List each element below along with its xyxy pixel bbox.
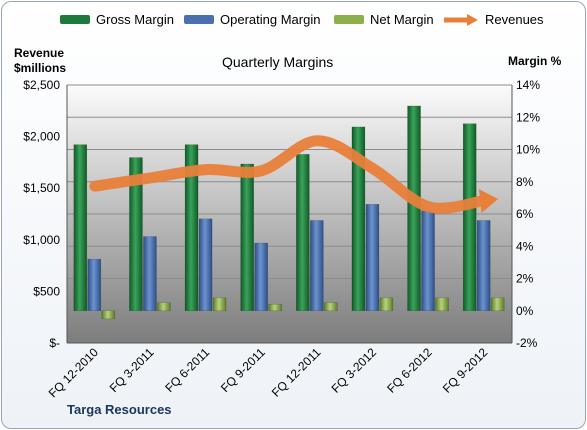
bar-operating-margin [365,204,380,311]
bar-gross-margin [73,144,88,311]
right-tick-label: 6% [516,207,534,221]
bar-net-margin [212,297,227,312]
revenue-line [89,135,490,214]
company-name: Targa Resources [67,402,172,417]
legend-label-revenues: Revenues [485,12,544,27]
category-tick-label: FQ 12-2011 [269,345,324,400]
bar-operating-margin [254,242,268,311]
bar-operating-margin [310,220,324,311]
legend-gross-margin: Gross Margin [60,12,174,27]
right-tick-label: 12% [516,110,540,124]
right-tick-label: 2% [516,272,534,286]
category-tick-label: FQ 6-2011 [162,345,212,395]
chart-title: Quarterly Margins [222,54,334,70]
bar-gross-margin [351,126,366,311]
bar-gross-margin [240,163,254,311]
bar-net-margin [157,302,171,311]
bar-operating-margin [87,258,102,311]
category-tick-label: FQ 6-2012 [384,345,435,396]
legend-revenues: Revenues [443,12,544,27]
bar-gross-margin [129,157,143,311]
bar-net-margin [490,297,505,312]
bar-operating-margin [198,218,213,311]
bar-operating-margin [143,236,157,311]
bar-operating-margin [476,220,491,311]
bar-operating-margin [421,210,435,311]
left-tick-label: $2,000 [23,130,60,144]
right-axis-label: Margin % [508,54,562,68]
bar-net-margin [324,302,338,311]
legend-operating-margin: Operating Margin [184,12,320,27]
legend-label-net-margin: Net Margin [370,12,434,27]
left-tick-label: $2,500 [23,78,60,92]
left-axis-label-line2: $millions [14,61,67,75]
bar-net-margin [268,304,282,311]
legend-net-margin: Net Margin [334,12,434,27]
legend-swatch-operating-margin [184,15,214,24]
left-tick-label: $1,500 [23,181,60,195]
category-tick-label: FQ 9-2011 [218,345,268,395]
legend-label-gross-margin: Gross Margin [96,12,175,27]
right-tick-label: 0% [516,304,534,318]
category-tick-label: FQ 3-2012 [329,345,380,396]
right-tick-label: 10% [516,143,540,157]
left-tick-label: $500 [33,284,60,298]
category-tick-label: FQ 12-2010 [46,345,101,400]
legend-swatch-net-margin [334,15,364,24]
right-tick-label: 14% [516,78,540,92]
legend-arrow-icon [443,13,479,27]
left-tick-label: $- [49,336,60,350]
category-tick-label: FQ 3-2011 [107,345,157,395]
bar-gross-margin [462,123,477,311]
legend-label-operating-margin: Operating Margin [220,12,321,27]
bar-net-margin [435,297,449,312]
category-tick-label: FQ 9-2012 [440,345,491,396]
bar-gross-margin [184,144,199,311]
bars-group [73,105,505,320]
legend-swatch-gross-margin [60,15,90,24]
right-tick-label: 8% [516,175,534,189]
revenue-arrowhead [478,189,499,213]
left-tick-label: $1,000 [23,233,60,247]
bar-gross-margin [296,154,310,311]
bar-net-margin [379,297,394,312]
bar-net-margin [101,310,116,320]
right-tick-label: -2% [516,336,538,350]
left-axis-label-line1: Revenue [14,46,65,60]
revenue-line-group [89,135,499,214]
right-tick-label: 4% [516,239,534,253]
